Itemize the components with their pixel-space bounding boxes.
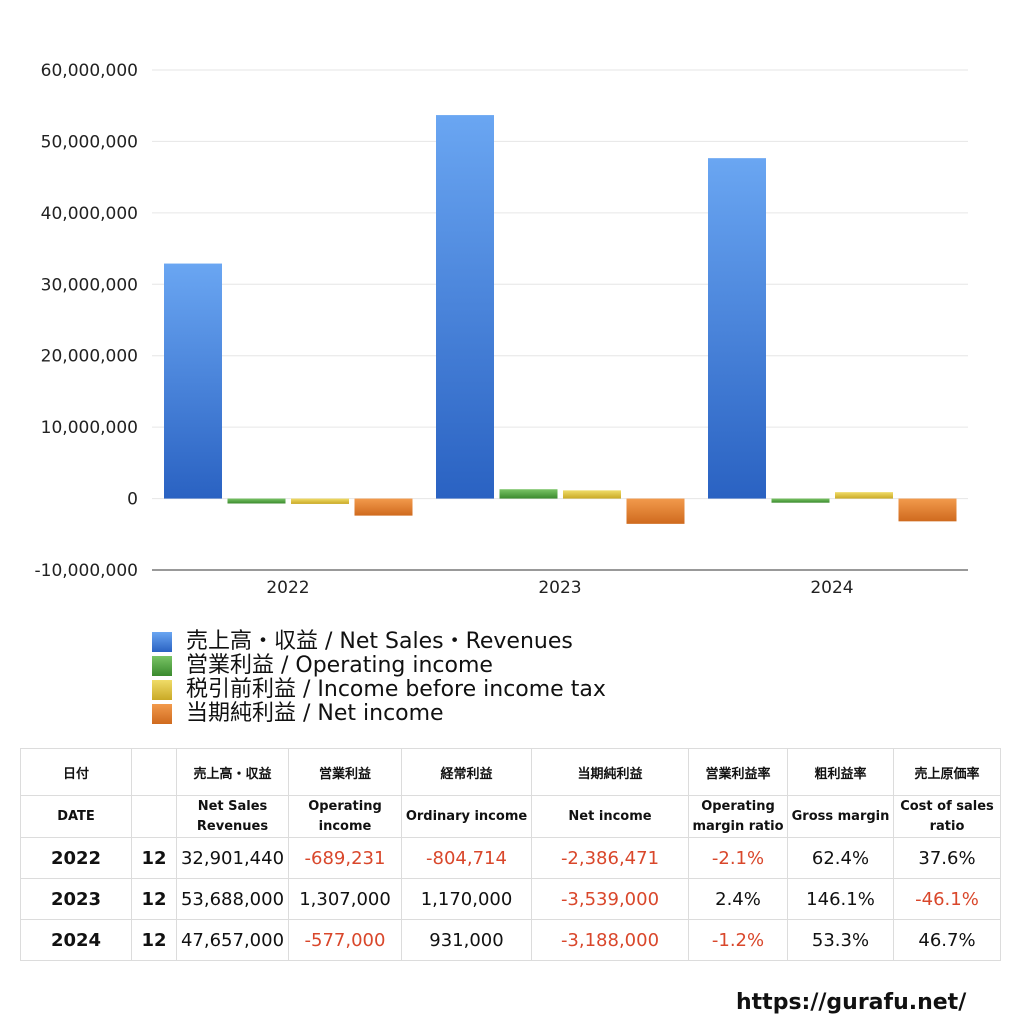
- legend-swatch-pretax: [152, 680, 172, 700]
- x-tick-label: 2024: [810, 578, 853, 598]
- y-tick-label: 20,000,000: [41, 347, 138, 367]
- bar-2023-series-1: [499, 489, 558, 499]
- cell-operating: 1,307,000: [288, 878, 402, 920]
- cell-gross-margin: 146.1%: [787, 878, 894, 920]
- x-tick-label: 2022: [266, 578, 309, 598]
- cell-ordinary: 1,170,000: [401, 878, 532, 920]
- legend-item-net: 当期純利益 / Net income: [152, 702, 606, 726]
- bar-chart: 60,000,000 50,000,000 40,000,000 30,000,000…: [35, 61, 968, 598]
- header-month-en: [131, 795, 177, 838]
- header-gross-margin-ja: 粗利益率: [787, 748, 894, 796]
- x-axis-ticks: 2022 2023 2024: [266, 578, 853, 598]
- header-net-ja: 当期純利益: [531, 748, 689, 796]
- header-sales-ja: 売上高・収益: [176, 748, 289, 796]
- legend-label-net: 当期純利益 / Net income: [186, 701, 444, 726]
- legend-item-sales: 売上高・収益 / Net Sales・Revenues: [152, 630, 606, 654]
- y-tick-label: 0: [127, 490, 138, 510]
- bar-2024-series-2: [835, 492, 893, 499]
- cell-cost-ratio: 46.7%: [893, 919, 1001, 961]
- legend-swatch-operating: [152, 656, 172, 676]
- table-header-en: DATE Net Sales Revenues Operating income…: [20, 795, 1001, 838]
- table-row: 2024 12 47,657,000 -577,000 931,000 -3,1…: [20, 919, 1001, 961]
- header-ordinary-ja: 経常利益: [401, 748, 532, 796]
- chart-legend: 売上高・収益 / Net Sales・Revenues 営業利益 / Opera…: [152, 630, 606, 726]
- bars: [164, 115, 957, 524]
- cell-month: 12: [131, 919, 177, 961]
- legend-swatch-sales: [152, 632, 172, 652]
- bar-2022-series-3: [354, 498, 413, 516]
- header-date-en: DATE: [20, 795, 132, 838]
- cell-sales: 47,657,000: [176, 919, 289, 961]
- cell-net: -2,386,471: [531, 837, 689, 879]
- cell-year: 2023: [20, 878, 132, 920]
- bar-2022-series-1: [227, 498, 286, 504]
- legend-item-operating: 営業利益 / Operating income: [152, 654, 606, 678]
- table-row: 2022 12 32,901,440 -689,231 -804,714 -2,…: [20, 837, 1001, 879]
- x-tick-label: 2023: [538, 578, 581, 598]
- header-operating-ja: 営業利益: [288, 748, 402, 796]
- y-tick-label: 60,000,000: [41, 61, 138, 81]
- cell-sales: 32,901,440: [176, 837, 289, 879]
- bar-2024-series-1: [771, 498, 830, 503]
- cell-net: -3,539,000: [531, 878, 689, 920]
- header-ordinary-en: Ordinary income: [401, 795, 532, 838]
- cell-cost-ratio: -46.1%: [893, 878, 1001, 920]
- y-axis-ticks: 60,000,000 50,000,000 40,000,000 30,000,000…: [35, 61, 138, 581]
- cell-operating: -577,000: [288, 919, 402, 961]
- bar-2023-series-0: [436, 115, 494, 499]
- site-url: https://gurafu.net/: [736, 990, 967, 1015]
- table-row: 2023 12 53,688,000 1,307,000 1,170,000 -…: [20, 878, 1001, 920]
- cell-net: -3,188,000: [531, 919, 689, 961]
- legend-label-sales: 売上高・収益 / Net Sales・Revenues: [186, 629, 573, 654]
- header-gross-margin-en: Gross margin: [787, 795, 894, 838]
- cell-operating: -689,231: [288, 837, 402, 879]
- cell-gross-margin: 53.3%: [787, 919, 894, 961]
- gridlines: [152, 69, 968, 571]
- cell-ordinary: 931,000: [401, 919, 532, 961]
- bar-2023-series-3: [626, 498, 685, 524]
- header-op-margin-en: Operating margin ratio: [688, 795, 788, 838]
- header-date-ja: 日付: [20, 748, 132, 796]
- bar-2024-series-0: [708, 158, 766, 499]
- y-tick-label: 10,000,000: [41, 418, 138, 438]
- y-tick-label: 50,000,000: [41, 132, 138, 152]
- header-operating-en: Operating income: [288, 795, 402, 838]
- header-net-en: Net income: [531, 795, 689, 838]
- cell-year: 2022: [20, 837, 132, 879]
- legend-label-operating: 営業利益 / Operating income: [186, 653, 493, 678]
- cell-cost-ratio: 37.6%: [893, 837, 1001, 879]
- header-cost-ratio-ja: 売上原価率: [893, 748, 1001, 796]
- table-header-ja: 日付 売上高・収益 営業利益 経常利益 当期純利益 営業利益率 粗利益率 売上原…: [20, 748, 1001, 796]
- y-tick-label: -10,000,000: [35, 561, 138, 581]
- header-op-margin-ja: 営業利益率: [688, 748, 788, 796]
- y-tick-label: 40,000,000: [41, 204, 138, 224]
- cell-op-margin: -1.2%: [688, 919, 788, 961]
- bar-2022-series-2: [291, 498, 349, 504]
- legend-label-pretax: 税引前利益 / Income before income tax: [186, 677, 606, 702]
- header-month-ja: [131, 748, 177, 796]
- cell-month: 12: [131, 878, 177, 920]
- cell-gross-margin: 62.4%: [787, 837, 894, 879]
- cell-year: 2024: [20, 919, 132, 961]
- header-cost-ratio-en: Cost of sales ratio: [893, 795, 1001, 838]
- cell-month: 12: [131, 837, 177, 879]
- header-sales-en: Net Sales Revenues: [176, 795, 289, 838]
- y-tick-label: 30,000,000: [41, 275, 138, 295]
- cell-op-margin: -2.1%: [688, 837, 788, 879]
- cell-ordinary: -804,714: [401, 837, 532, 879]
- bar-2022-series-0: [164, 263, 222, 499]
- financial-table: 日付 売上高・収益 営業利益 経常利益 当期純利益 営業利益率 粗利益率 売上原…: [20, 748, 1001, 961]
- cell-sales: 53,688,000: [176, 878, 289, 920]
- cell-op-margin: 2.4%: [688, 878, 788, 920]
- legend-swatch-net: [152, 704, 172, 724]
- bar-2024-series-3: [898, 498, 957, 522]
- bar-2023-series-2: [563, 490, 621, 499]
- legend-item-pretax: 税引前利益 / Income before income tax: [152, 678, 606, 702]
